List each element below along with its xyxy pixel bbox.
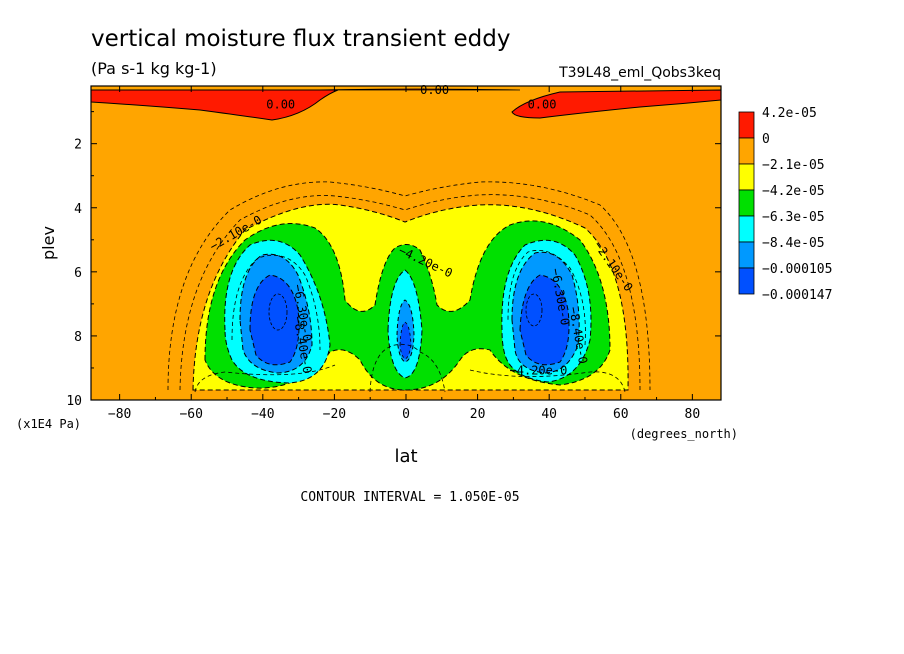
- positive-region-north: [511, 89, 721, 119]
- contour-extra-2: [507, 249, 586, 346]
- contour-label: −4.20e-0: [510, 363, 568, 377]
- contour-label: 0.00: [420, 83, 449, 97]
- deep-blue-region-south: [249, 274, 300, 366]
- x-tick-label: 80: [685, 407, 701, 422]
- colorbar-swatch: [738, 137, 755, 165]
- colorbar-label: −8.4e-05: [762, 236, 825, 251]
- colorbar-swatch: [738, 215, 755, 243]
- inner-loop-north: [525, 293, 543, 327]
- colorbar-label: −2.1e-05: [762, 158, 825, 173]
- contour-interval: CONTOUR INTERVAL = 1.050E-05: [300, 490, 519, 505]
- inner-loop-south: [268, 293, 288, 331]
- colorbar-label: 4.2e-05: [762, 106, 817, 121]
- x-axis-title: lat: [394, 446, 417, 467]
- contour-extra-3: [369, 343, 446, 393]
- positive-region-south: [91, 89, 339, 121]
- contour-extra-4: [194, 364, 336, 393]
- y-axis: 2 4 6 8 10: [66, 111, 721, 409]
- contour-extra-1: [231, 254, 321, 351]
- colorbar-swatch: [738, 267, 755, 295]
- x-tick-label: 60: [613, 407, 629, 422]
- contour-label: 0.00: [266, 97, 295, 111]
- plot-area: [91, 86, 721, 400]
- x-tick-label: −20: [323, 407, 346, 422]
- contour-extra-5: [469, 369, 626, 393]
- colorbar-label: 0: [762, 132, 770, 147]
- colorbar-swatch: [738, 241, 755, 269]
- y-tick-label: 8: [74, 330, 82, 345]
- x-tick-label: 20: [470, 407, 486, 422]
- colorbar-label: −4.2e-05: [762, 184, 825, 199]
- x-axis-units: (degrees_north): [630, 427, 738, 441]
- units-label: (Pa s-1 kg kg-1): [91, 59, 217, 78]
- y-axis-units: (x1E4 Pa): [16, 417, 81, 431]
- y-tick-label: 2: [74, 138, 82, 153]
- colorbar-swatch: [738, 189, 755, 217]
- x-axis: −80 −60 −40 −20 0 20 40 60 80: [108, 86, 700, 422]
- x-tick-label: 40: [541, 407, 557, 422]
- colorbar-swatch: [738, 163, 755, 191]
- deep-blue-region-equator: [399, 321, 412, 360]
- y-tick-label: 6: [74, 266, 82, 281]
- outer-contour-2: [179, 194, 641, 391]
- positive-region-top: [309, 88, 521, 91]
- x-tick-label: −60: [179, 407, 202, 422]
- chart-title: vertical moisture flux transient eddy: [91, 26, 510, 52]
- deep-blue-region-north: [519, 274, 570, 366]
- outer-contour-1: [167, 181, 651, 391]
- x-tick-label: 0: [402, 407, 410, 422]
- x-tick-label: −40: [251, 407, 274, 422]
- colorbar-label: −6.3e-05: [762, 210, 825, 225]
- y-axis-title: plev: [39, 226, 58, 260]
- colorbar-swatch: [738, 111, 755, 139]
- colorbar-label: −0.000147: [762, 288, 832, 303]
- y-tick-label: 10: [66, 394, 82, 409]
- contour-label: 0.00: [528, 97, 557, 111]
- colorbar: 4.2e-05 0 −2.1e-05 −4.2e-05 −6.3e-05 −8.4e-05…: [738, 106, 832, 303]
- y-tick-label: 4: [74, 202, 82, 217]
- colorbar-label: −0.000105: [762, 262, 832, 277]
- x-tick-label: −80: [108, 407, 131, 422]
- experiment-label: T39L48_eml_Qobs3keq: [558, 65, 721, 81]
